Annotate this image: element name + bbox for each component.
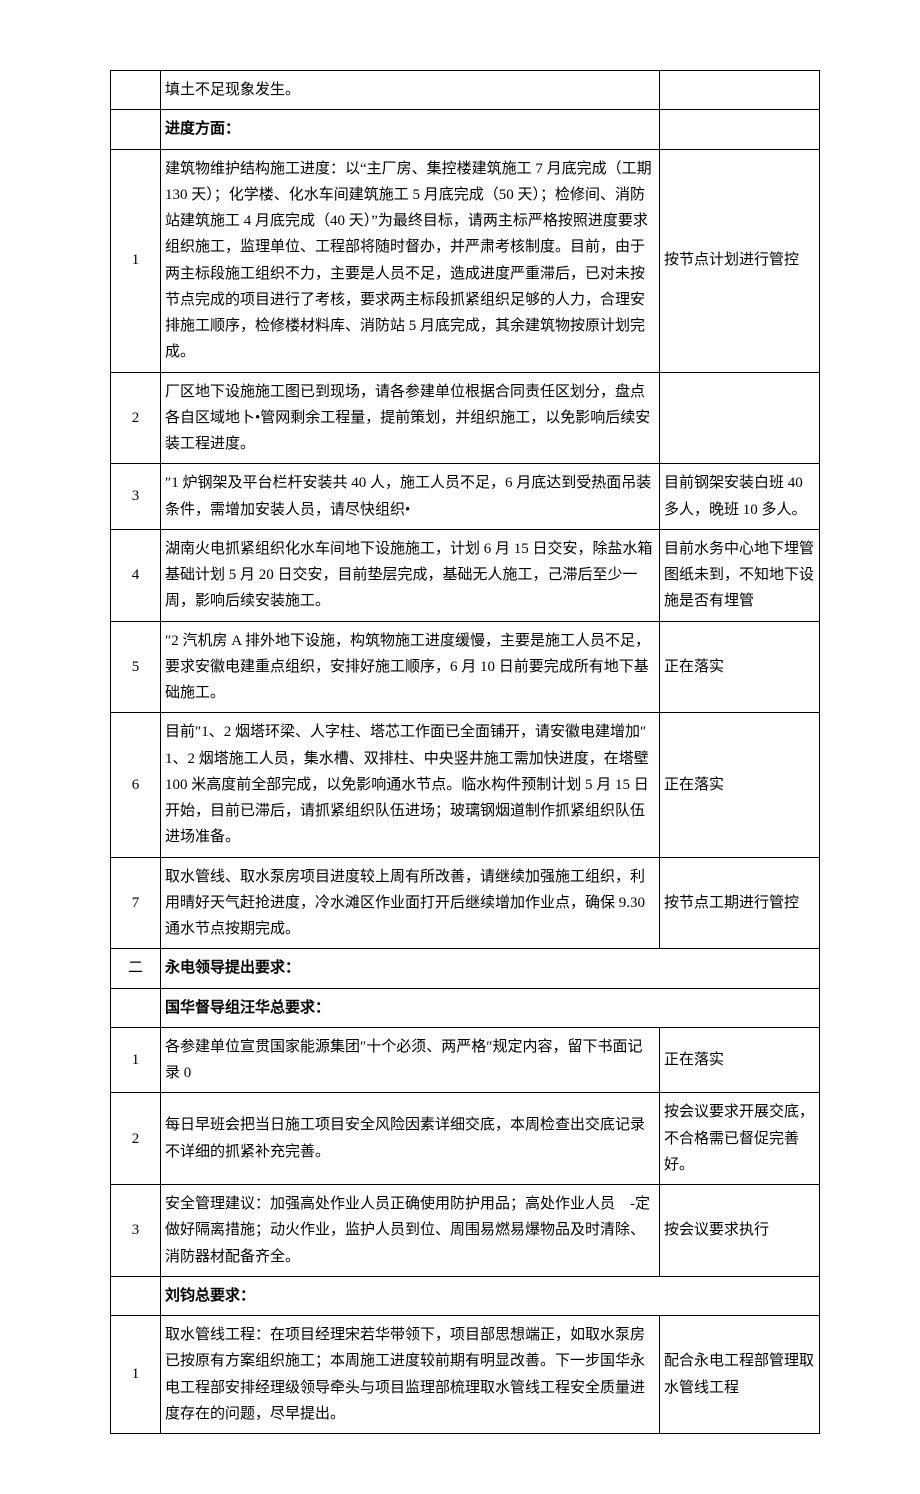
requirements-table: 填土不足现象发生。进度方面：1建筑物维护结构施工进度：以“主厂房、集控楼建筑施工… [110, 70, 820, 1434]
table-row: 刘钧总要求： [111, 1276, 820, 1315]
row-content: 取水管线、取水泵房项目进度较上周有所改善，请继续加强施工组织，利用晴好天气赶抢进… [161, 857, 660, 949]
table-row: 二永电领导提出要求： [111, 949, 820, 988]
row-number: 二 [111, 949, 161, 988]
table-row: 填土不足现象发生。 [111, 71, 820, 110]
row-number: 1 [111, 149, 161, 372]
row-status: 配合永电工程部管理取水管线工程 [660, 1316, 820, 1434]
table-row: 2厂区地下设施施工图已到现场，请各参建单位根据合同责任区划分，盘点各自区域地卜•… [111, 372, 820, 464]
row-number: 2 [111, 372, 161, 464]
row-content: 国华督导组汪华总要求： [161, 988, 820, 1027]
row-status [660, 71, 820, 110]
row-status: 按节点计划进行管控 [660, 149, 820, 372]
row-number: 3 [111, 1185, 161, 1277]
row-number: 4 [111, 529, 161, 621]
row-number [111, 110, 161, 149]
row-content: 永电领导提出要求： [161, 949, 820, 988]
row-content: 每日早班会把当日施工项目安全风险因素详细交底，本周检查出交底记录不详细的抓紧补充… [161, 1093, 660, 1185]
row-content: ″1 炉钢架及平台栏杆安装共 40 人，施工人员不足，6 月底达到受热面吊装条件… [161, 464, 660, 530]
table-row: 1建筑物维护结构施工进度：以“主厂房、集控楼建筑施工 7 月底完成（工期 130… [111, 149, 820, 372]
row-number: 5 [111, 621, 161, 713]
row-status: 正在落实 [660, 621, 820, 713]
row-number: 6 [111, 713, 161, 857]
row-content: 取水管线工程：在项目经理宋若华带领下，项目部思想端正，如取水泵房已按原有方案组织… [161, 1316, 660, 1434]
row-number: 1 [111, 1027, 161, 1093]
row-status: 正在落实 [660, 713, 820, 857]
table-row: 3″1 炉钢架及平台栏杆安装共 40 人，施工人员不足，6 月底达到受热面吊装条… [111, 464, 820, 530]
row-number [111, 1276, 161, 1315]
row-content: ″2 汽机房 A 排外地下设施，构筑物施工进度缓慢，主要是施工人员不足，要求安徽… [161, 621, 660, 713]
table-row: 1取水管线工程：在项目经理宋若华带领下，项目部思想端正，如取水泵房已按原有方案组… [111, 1316, 820, 1434]
row-content: 填土不足现象发生。 [161, 71, 660, 110]
row-content: 目前″1、2 烟塔环梁、人字柱、塔芯工作面已全面铺开，请安徽电建增加″1、2 烟… [161, 713, 660, 857]
table-row: 3安全管理建议：加强高处作业人员正确使用防护用品；高处作业人员 -定做好隔离措施… [111, 1185, 820, 1277]
row-number: 7 [111, 857, 161, 949]
table-row: 2每日早班会把当日施工项目安全风险因素详细交底，本周检查出交底记录不详细的抓紧补… [111, 1093, 820, 1185]
row-number: 1 [111, 1316, 161, 1434]
row-status: 按会议要求开展交底，不合格需已督促完善好。 [660, 1093, 820, 1185]
row-number: 3 [111, 464, 161, 530]
table-row: 1各参建单位宣贯国家能源集团″十个必须、两严格″规定内容，留下书面记录 0正在落… [111, 1027, 820, 1093]
row-status: 按会议要求执行 [660, 1185, 820, 1277]
row-number [111, 988, 161, 1027]
row-number: 2 [111, 1093, 161, 1185]
row-status [660, 110, 820, 149]
row-content: 安全管理建议：加强高处作业人员正确使用防护用品；高处作业人员 -定做好隔离措施；… [161, 1185, 660, 1277]
row-content: 厂区地下设施施工图已到现场，请各参建单位根据合同责任区划分，盘点各自区域地卜•管… [161, 372, 660, 464]
table-row: 进度方面： [111, 110, 820, 149]
row-content: 湖南火电抓紧组织化水车间地下设施施工，计划 6 月 15 日交安，除盐水箱基础计… [161, 529, 660, 621]
table-row: 4湖南火电抓紧组织化水车间地下设施施工，计划 6 月 15 日交安，除盐水箱基础… [111, 529, 820, 621]
row-content: 刘钧总要求： [161, 1276, 820, 1315]
table-row: 5″2 汽机房 A 排外地下设施，构筑物施工进度缓慢，主要是施工人员不足，要求安… [111, 621, 820, 713]
row-status [660, 372, 820, 464]
row-content: 各参建单位宣贯国家能源集团″十个必须、两严格″规定内容，留下书面记录 0 [161, 1027, 660, 1093]
row-status: 目前水务中心地下埋管图纸未到，不知地下设施是否有埋管 [660, 529, 820, 621]
document-page: 填土不足现象发生。进度方面：1建筑物维护结构施工进度：以“主厂房、集控楼建筑施工… [0, 0, 920, 1494]
table-row: 国华督导组汪华总要求： [111, 988, 820, 1027]
row-status: 目前钢架安装白班 40 多人，晚班 10 多人。 [660, 464, 820, 530]
row-number [111, 71, 161, 110]
row-status: 正在落实 [660, 1027, 820, 1093]
table-row: 7取水管线、取水泵房项目进度较上周有所改善，请继续加强施工组织，利用晴好天气赶抢… [111, 857, 820, 949]
row-status: 按节点工期进行管控 [660, 857, 820, 949]
row-content: 建筑物维护结构施工进度：以“主厂房、集控楼建筑施工 7 月底完成（工期 130 … [161, 149, 660, 372]
table-row: 6目前″1、2 烟塔环梁、人字柱、塔芯工作面已全面铺开，请安徽电建增加″1、2 … [111, 713, 820, 857]
row-content: 进度方面： [161, 110, 660, 149]
